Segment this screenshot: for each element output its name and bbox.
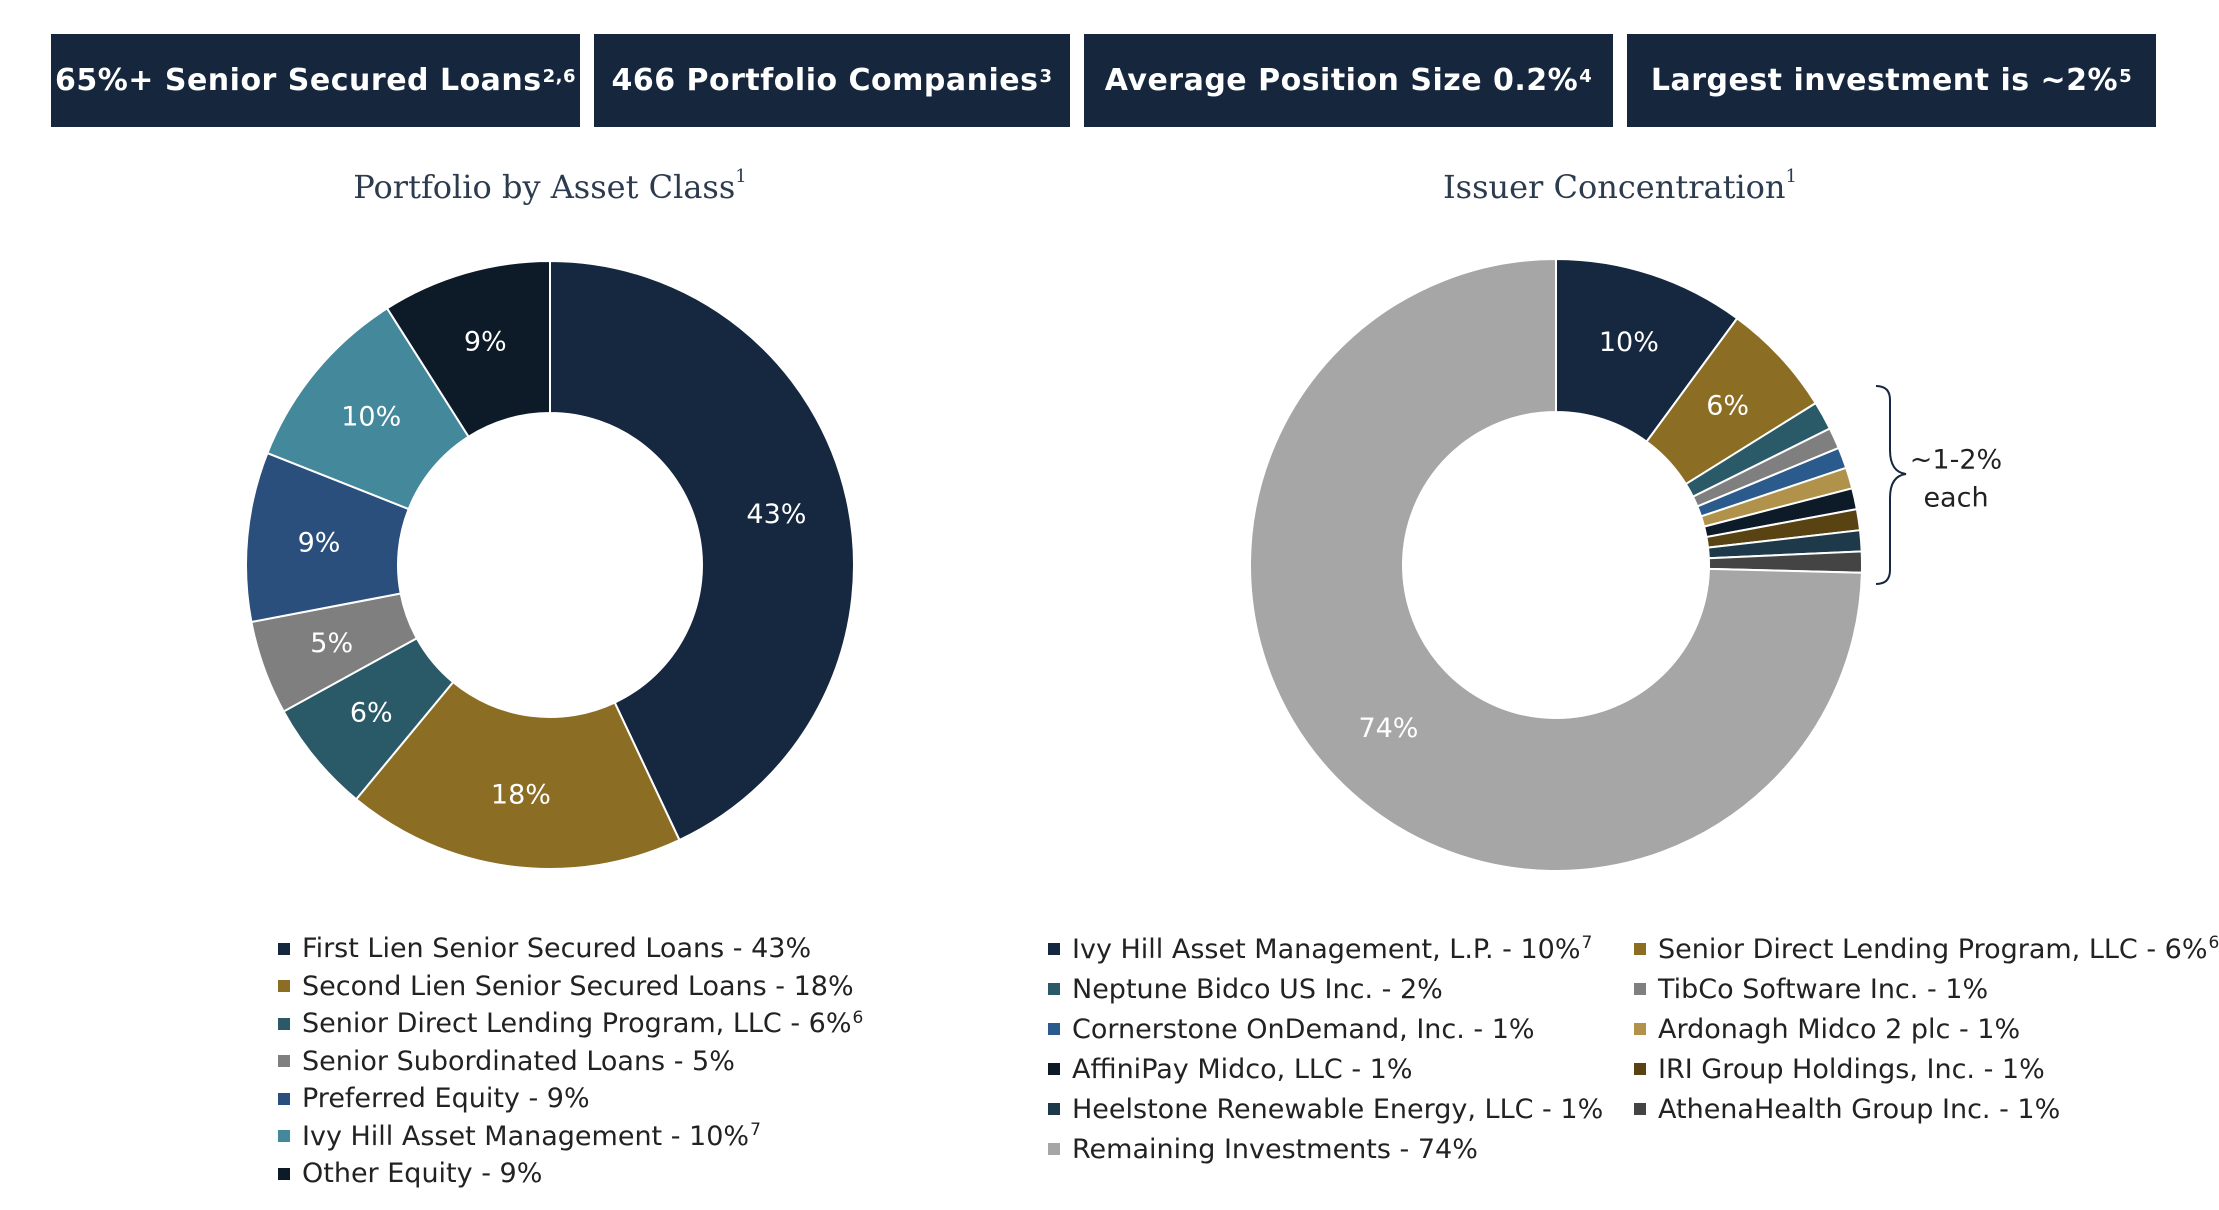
- legend-footnote: 6: [852, 1007, 864, 1028]
- slice-label-remaining-investments: 74%: [1358, 713, 1418, 744]
- legend-label: TibCo Software Inc. - 1%: [1658, 973, 1989, 1005]
- legend-swatch: [278, 1055, 290, 1068]
- asset-class-legend: First Lien Senior Secured Loans - 43% Sec…: [278, 930, 863, 1193]
- slice-label-senior-direct-lending-program-llc: 6%: [1706, 390, 1749, 421]
- slice-label-first-lien-senior-secured-loans: 43%: [746, 499, 806, 530]
- legend-label: Remaining Investments - 74%: [1072, 1133, 1478, 1165]
- legend-label: Ivy Hill Asset Management, L.P. - 10%: [1072, 933, 1581, 965]
- stat-text: Average Position Size 0.2%: [1104, 63, 1579, 98]
- legend-item-preferred-equity: Preferred Equity - 9%: [278, 1080, 863, 1118]
- legend-swatch: [278, 980, 290, 993]
- legend-swatch: [278, 1167, 290, 1180]
- slice-second-lien-senior-secured-loans: [354, 680, 681, 870]
- stat-average-position: Average Position Size 0.2% 4: [1084, 34, 1613, 127]
- title-footnote: 1: [1785, 166, 1797, 188]
- legend-label: AthenaHealth Group Inc. - 1%: [1658, 1093, 2061, 1125]
- legend-swatch: [278, 1092, 290, 1105]
- legend-label: Senior Direct Lending Program, LLC - 6%: [302, 1008, 852, 1040]
- title-footnote: 1: [735, 166, 747, 188]
- slice-other-equity: [385, 259, 551, 439]
- legend-item-affinipay-midco-llc: AffiniPay Midco, LLC - 1%: [1048, 1049, 1603, 1089]
- legend-item-senior-direct-lending-program-llc: Senior Direct Lending Program, LLC - 6% 6: [1634, 929, 2219, 969]
- legend-footnote: 7: [1581, 933, 1593, 953]
- stat-footnote: 2,6: [542, 66, 577, 87]
- legend-swatch: [1048, 943, 1060, 955]
- stat-largest-investment: Largest investment is ~2% 5: [1627, 34, 2156, 127]
- stat-footnote: 4: [1579, 66, 1593, 87]
- legend-swatch: [1634, 1023, 1646, 1035]
- stat-text: 65%+ Senior Secured Loans: [54, 63, 542, 98]
- legend-label: Neptune Bidco US Inc. - 2%: [1072, 973, 1443, 1005]
- legend-swatch: [278, 1017, 290, 1030]
- stat-footnote: 3: [1039, 66, 1053, 87]
- legend-item-tibco-software-inc: TibCo Software Inc. - 1%: [1634, 969, 2219, 1009]
- legend-label: Preferred Equity - 9%: [302, 1083, 590, 1115]
- legend-item-cornerstone-ondemand-inc: Cornerstone OnDemand, Inc. - 1%: [1048, 1009, 1603, 1049]
- legend-swatch: [1048, 1023, 1060, 1035]
- slice-label-preferred-equity: 9%: [298, 528, 341, 559]
- legend-label: IRI Group Holdings, Inc. - 1%: [1658, 1053, 2045, 1085]
- legend-swatch: [278, 1130, 290, 1143]
- legend-item-first-lien-senior-secured-loans: First Lien Senior Secured Loans - 43%: [278, 930, 863, 968]
- brace-label-each: each: [1923, 483, 1988, 514]
- slice-label-senior-direct-lending-program-llc: 6%: [350, 697, 393, 728]
- legend-swatch: [1634, 1063, 1646, 1075]
- legend-swatch: [278, 942, 290, 955]
- legend-item-senior-direct-lending-program-llc: Senior Direct Lending Program, LLC - 6% 6: [278, 1005, 863, 1043]
- legend-label: Senior Subordinated Loans - 5%: [302, 1045, 735, 1077]
- legend-swatch: [1634, 1103, 1646, 1115]
- legend-swatch: [1048, 1143, 1060, 1155]
- legend-label: Senior Direct Lending Program, LLC - 6%: [1658, 933, 2208, 965]
- legend-item-iri-group-holdings-inc: IRI Group Holdings, Inc. - 1%: [1634, 1049, 2219, 1089]
- issuer-legend-left: Ivy Hill Asset Management, L.P. - 10% 7 Ne…: [1048, 929, 1603, 1169]
- issuer-chart-title: Issuer Concentration1: [1220, 166, 2020, 206]
- legend-label: Other Equity - 9%: [302, 1158, 543, 1190]
- legend-footnote: 6: [2208, 933, 2219, 953]
- stat-senior-secured: 65%+ Senior Secured Loans 2,6: [51, 34, 580, 127]
- stat-text: Largest investment is ~2%: [1650, 63, 2119, 98]
- stat-portfolio-companies: 466 Portfolio Companies 3: [594, 34, 1070, 127]
- title-text: Portfolio by Asset Class: [353, 168, 736, 206]
- legend-label: Cornerstone OnDemand, Inc. - 1%: [1072, 1013, 1535, 1045]
- legend-item-neptune-bidco-us-inc: Neptune Bidco US Inc. - 2%: [1048, 969, 1603, 1009]
- legend-item-ivy-hill-asset-management-l-p: Ivy Hill Asset Management, L.P. - 10% 7: [1048, 929, 1603, 969]
- small-slices-brace: [1875, 385, 1907, 585]
- stat-footnote: 5: [2119, 66, 2133, 87]
- title-text: Issuer Concentration: [1443, 168, 1786, 206]
- legend-item-senior-subordinated-loans: Senior Subordinated Loans - 5%: [278, 1043, 863, 1081]
- asset-class-chart-title: Portfolio by Asset Class1: [150, 166, 950, 206]
- legend-item-athenahealth-group-inc: AthenaHealth Group Inc. - 1%: [1634, 1089, 2219, 1129]
- legend-swatch: [1634, 943, 1646, 955]
- legend-swatch: [1048, 1063, 1060, 1075]
- legend-item-second-lien-senior-secured-loans: Second Lien Senior Secured Loans - 18%: [278, 968, 863, 1006]
- legend-item-ardonagh-midco-2-plc: Ardonagh Midco 2 plc - 1%: [1634, 1009, 2219, 1049]
- slice-label-senior-subordinated-loans: 5%: [310, 628, 353, 659]
- legend-swatch: [1634, 983, 1646, 995]
- legend-label: Second Lien Senior Secured Loans - 18%: [302, 970, 854, 1002]
- issuer-concentration-donut-chart: 10% 6% 74% ~1-2% each: [1249, 257, 2002, 872]
- legend-item-other-equity: Other Equity - 9%: [278, 1155, 863, 1193]
- slice-label-ivy-hill-asset-management-l-p: 10%: [1599, 327, 1659, 358]
- legend-swatch: [1048, 983, 1060, 995]
- legend-label: Ardonagh Midco 2 plc - 1%: [1658, 1013, 2021, 1045]
- stat-text: 466 Portfolio Companies: [611, 63, 1039, 98]
- legend-footnote: 7: [750, 1120, 761, 1141]
- slice-label-other-equity: 9%: [464, 327, 507, 358]
- slice-label-second-lien-senior-secured-loans: 18%: [491, 780, 551, 811]
- legend-item-heelstone-renewable-energy-llc: Heelstone Renewable Energy, LLC - 1%: [1048, 1089, 1603, 1129]
- slice-remaining-investments: [1249, 257, 1863, 872]
- brace-label-range: ~1-2%: [1910, 445, 2002, 476]
- legend-label: AffiniPay Midco, LLC - 1%: [1072, 1053, 1413, 1085]
- slice-first-lien-senior-secured-loans: [549, 259, 855, 842]
- legend-label: First Lien Senior Secured Loans - 43%: [302, 933, 812, 965]
- legend-item-remaining-investments: Remaining Investments - 74%: [1048, 1129, 1603, 1169]
- asset-class-donut-chart: 43% 18% 6% 5% 9% 10% 9%: [245, 259, 855, 870]
- legend-label: Ivy Hill Asset Management - 10%: [302, 1120, 750, 1152]
- legend-item-ivy-hill-asset-management: Ivy Hill Asset Management - 10% 7: [278, 1118, 863, 1156]
- issuer-legend-right: Senior Direct Lending Program, LLC - 6% 6…: [1634, 929, 2219, 1129]
- legend-swatch: [1048, 1103, 1060, 1115]
- slice-label-ivy-hill-asset-management: 10%: [341, 402, 401, 433]
- legend-label: Heelstone Renewable Energy, LLC - 1%: [1072, 1093, 1604, 1125]
